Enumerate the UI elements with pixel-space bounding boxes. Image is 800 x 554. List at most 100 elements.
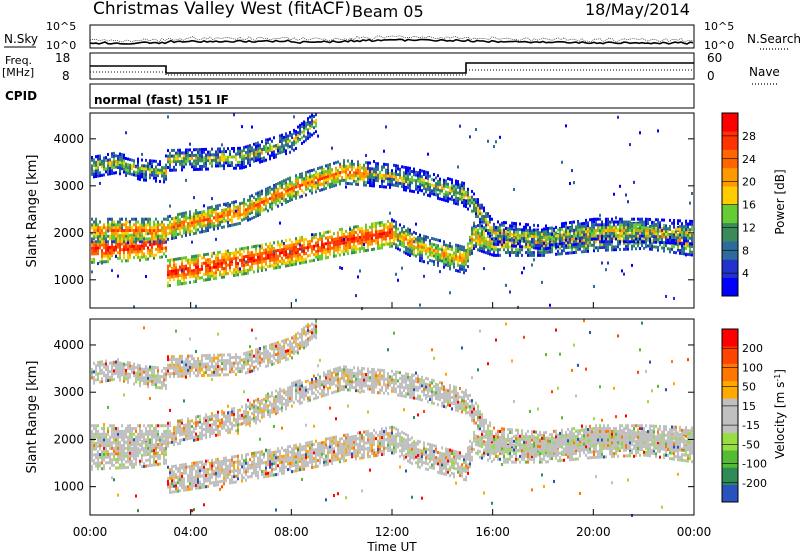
power-cell xyxy=(459,194,461,198)
power-cell xyxy=(509,251,511,255)
power-cell xyxy=(405,171,407,175)
power-cell xyxy=(121,164,123,168)
power-cell xyxy=(107,161,109,165)
power-cell xyxy=(123,240,125,244)
power-cell xyxy=(455,185,457,189)
power-cell xyxy=(327,241,329,245)
power-cell xyxy=(297,136,299,140)
power-cell xyxy=(171,269,173,273)
power-cell xyxy=(669,238,671,242)
power-cell xyxy=(285,198,287,202)
power-cell xyxy=(311,125,313,129)
power-cell xyxy=(165,232,167,236)
power-cell xyxy=(561,233,563,237)
power-cell xyxy=(677,233,679,237)
power-cell xyxy=(619,184,621,188)
power-cell xyxy=(463,195,465,199)
power-cell xyxy=(403,230,405,234)
power-cell xyxy=(285,255,287,259)
power-cell xyxy=(439,270,441,274)
power-cell xyxy=(593,226,595,230)
power-cell xyxy=(571,251,573,255)
power-cell xyxy=(427,182,429,186)
power-cell xyxy=(641,217,643,221)
power-cell xyxy=(177,232,179,236)
power-cell xyxy=(143,164,145,168)
power-cell xyxy=(135,247,137,251)
power-cell xyxy=(477,239,479,243)
power-cell xyxy=(109,257,111,261)
power-cell xyxy=(511,248,513,252)
power-cell xyxy=(533,240,535,244)
power-cell xyxy=(383,162,385,166)
power-cell xyxy=(457,258,459,262)
power-cell xyxy=(171,228,173,232)
power-cell xyxy=(529,248,531,252)
power-cell xyxy=(481,246,483,250)
power-cell xyxy=(481,224,483,228)
power-cell xyxy=(471,232,473,236)
power-cell xyxy=(329,241,331,245)
power-cell xyxy=(241,272,243,276)
power-cell xyxy=(303,180,305,184)
power-cell xyxy=(129,236,131,240)
power-cell xyxy=(551,250,553,254)
power-cell xyxy=(247,153,249,157)
power-cell xyxy=(167,264,169,268)
power-cell xyxy=(91,258,93,262)
power-cell xyxy=(395,272,397,276)
power-cell xyxy=(519,222,521,226)
power-cell xyxy=(365,234,367,238)
power-cell xyxy=(107,226,109,230)
power-cell xyxy=(449,244,451,248)
power-cell xyxy=(393,225,395,229)
power-cell xyxy=(127,168,129,172)
power-cell xyxy=(295,256,297,260)
power-cell xyxy=(479,220,481,224)
power-cell xyxy=(625,234,627,238)
power-cell xyxy=(493,228,495,232)
power-cell xyxy=(259,204,261,208)
power-cell xyxy=(205,252,207,256)
power-cell xyxy=(193,232,195,236)
power-cell xyxy=(219,203,221,207)
power-cell xyxy=(301,122,303,126)
power-cell xyxy=(135,253,137,257)
power-cell xyxy=(557,234,559,238)
power-cell xyxy=(155,165,157,169)
power-cell xyxy=(453,193,455,197)
power-cell xyxy=(315,124,317,128)
power-cell xyxy=(431,183,433,187)
power-cell xyxy=(247,210,249,214)
power-cell xyxy=(383,234,385,238)
power-cell xyxy=(341,241,343,245)
power-cell xyxy=(517,233,519,237)
power-cell xyxy=(167,165,169,169)
power-cell xyxy=(143,167,145,171)
power-cell xyxy=(181,270,183,274)
power-cell xyxy=(279,251,281,255)
power-cell xyxy=(141,244,143,248)
power-cell xyxy=(271,207,273,211)
power-cell xyxy=(683,227,685,231)
power-cell xyxy=(169,269,171,273)
power-cell xyxy=(269,197,271,201)
power-cell xyxy=(447,252,449,256)
power-cell xyxy=(341,170,343,174)
power-cell xyxy=(231,215,233,219)
power-cell xyxy=(357,168,359,172)
power-cell xyxy=(399,223,401,227)
power-cell xyxy=(359,238,361,242)
power-cell xyxy=(481,220,483,224)
power-cell xyxy=(589,218,591,222)
power-cell xyxy=(105,243,107,247)
power-cell xyxy=(453,187,455,191)
power-cell xyxy=(281,262,283,266)
power-cell xyxy=(335,169,337,173)
power-cell xyxy=(495,225,497,229)
power-cell xyxy=(435,176,437,180)
power-cell xyxy=(591,237,593,241)
power-cell xyxy=(457,185,459,189)
power-cell xyxy=(213,210,215,214)
power-cell xyxy=(153,168,155,172)
